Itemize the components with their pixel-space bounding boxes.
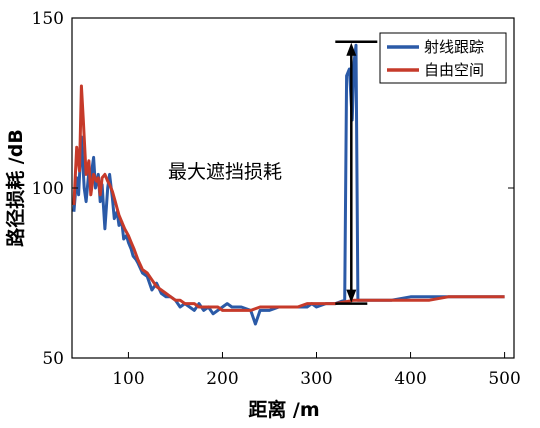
legend-label-ray-tracing: 射线跟踪 — [424, 38, 484, 56]
x-axis-label: 距离 /m — [248, 398, 319, 421]
y-tick-label: 100 — [32, 179, 64, 199]
legend-label-free-space: 自由空间 — [424, 61, 484, 79]
x-tick-label: 500 — [488, 369, 520, 389]
series-layer — [72, 43, 505, 326]
x-tick-label: 100 — [112, 369, 144, 389]
y-tick-label: 50 — [42, 349, 64, 369]
x-tick-label: 300 — [300, 369, 332, 389]
series-line-ray-tracing — [72, 43, 505, 326]
annotation-arrowhead-down — [346, 289, 357, 303]
legend-box — [379, 32, 507, 84]
annotation-label: 最大遮挡损耗 — [168, 161, 282, 183]
series-line-free-space — [72, 84, 505, 312]
ticks-layer: 100 200 300 400 500 50 100 150 — [32, 9, 521, 389]
x-tick-label: 200 — [206, 369, 238, 389]
annotation-layer: 最大遮挡损耗 — [168, 40, 378, 305]
x-tick-label: 400 — [394, 369, 426, 389]
y-axis-label: 路径损耗 /dB — [4, 129, 27, 247]
y-tick-label: 150 — [32, 9, 64, 29]
legend: 射线跟踪 自由空间 — [379, 32, 507, 84]
annotation-arrowhead-up — [346, 42, 357, 56]
